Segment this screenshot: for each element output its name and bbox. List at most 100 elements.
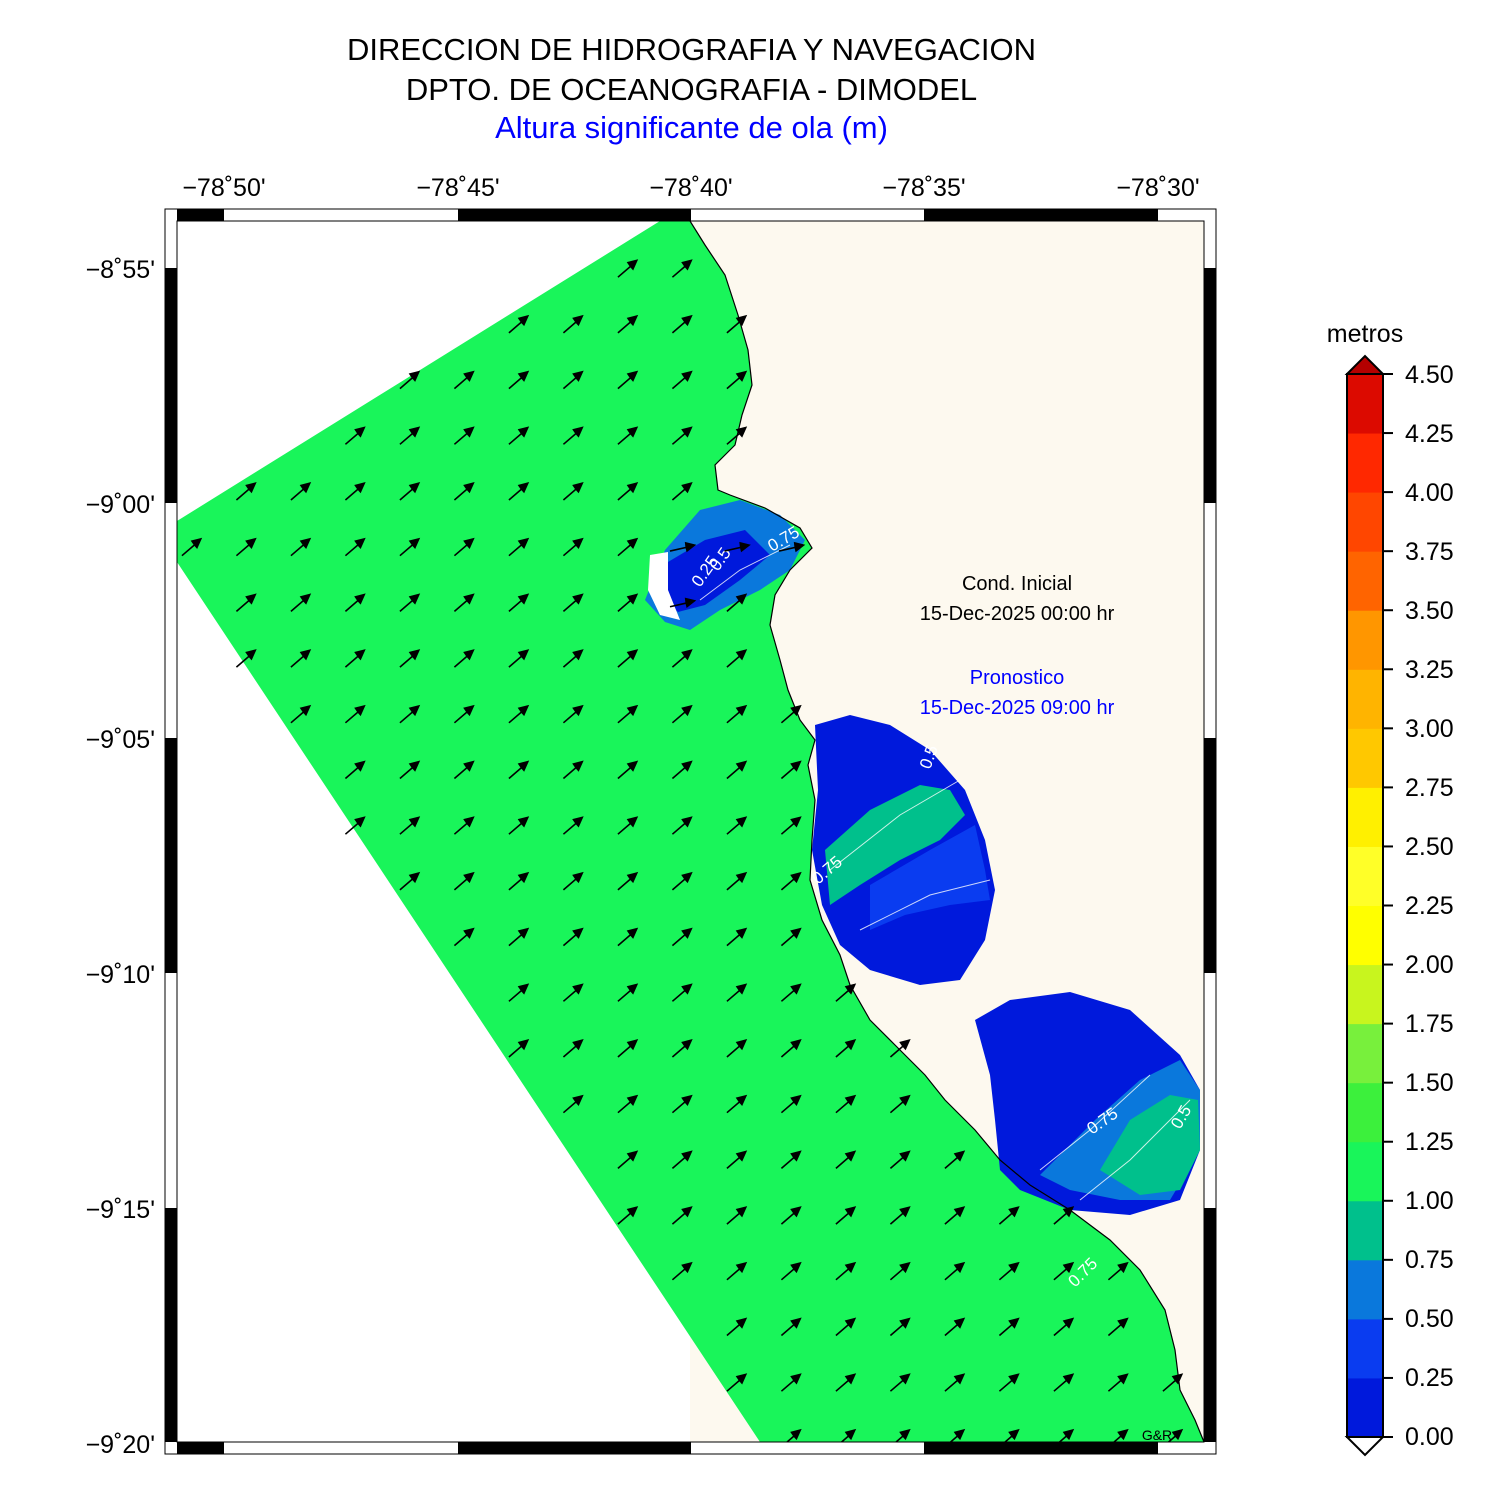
wave-arrow bbox=[726, 1094, 748, 1114]
colorbar-band bbox=[1347, 964, 1383, 1025]
wave-arrow bbox=[671, 482, 693, 501]
colorbar-tick-label: 0.00 bbox=[1405, 1423, 1454, 1451]
colorbar-band bbox=[1347, 433, 1383, 493]
lat-tick-label: −9˚15' bbox=[86, 1196, 155, 1224]
wave-arrow bbox=[726, 927, 748, 947]
wave-arrow bbox=[453, 649, 475, 668]
wave-arrow bbox=[344, 593, 366, 613]
wave-arrow bbox=[617, 649, 639, 668]
wave-arrow bbox=[835, 1094, 857, 1114]
wave-arrow bbox=[617, 537, 639, 557]
wave-arrow bbox=[562, 593, 584, 613]
wave-arrow bbox=[726, 1373, 748, 1392]
wave-arrow bbox=[290, 593, 312, 613]
wave-arrow bbox=[726, 649, 748, 668]
wave-arrow bbox=[617, 1206, 639, 1225]
wave-arrow bbox=[508, 760, 530, 780]
wave-arrow bbox=[399, 593, 421, 613]
wave-arrow bbox=[724, 541, 751, 553]
wave-arrow bbox=[1162, 1373, 1184, 1392]
wave-arrow bbox=[780, 1094, 802, 1114]
wave-arrow bbox=[344, 704, 366, 724]
wave-arrow bbox=[399, 760, 421, 780]
wave-arrow bbox=[508, 426, 530, 445]
colorbar-tick-label: 1.50 bbox=[1405, 1069, 1454, 1097]
wave-arrow bbox=[290, 649, 312, 668]
wave-arrow bbox=[399, 704, 421, 724]
frame-bar-left bbox=[165, 738, 177, 973]
wave-arrow bbox=[889, 1094, 911, 1114]
colorbar-bands bbox=[1347, 374, 1383, 1438]
lon-tick-label: −78˚45' bbox=[416, 174, 499, 202]
wave-arrow bbox=[671, 1206, 693, 1225]
wave-arrow bbox=[1053, 1206, 1075, 1225]
colorbar-band bbox=[1347, 492, 1383, 552]
wave-arrow bbox=[617, 314, 639, 334]
title-line-2: DPTO. DE OCEANOGRAFIA - DIMODEL bbox=[405, 72, 978, 107]
colorbar-band bbox=[1347, 1023, 1383, 1084]
colorbar-tick-label: 2.00 bbox=[1405, 951, 1454, 979]
colorbar-band bbox=[1347, 551, 1383, 611]
wave-arrow bbox=[889, 1428, 911, 1442]
map-area: 0.5 0.75 0.25 0.5 0.75 0.75 0.5 0.75 bbox=[177, 221, 1204, 1442]
wave-arrow bbox=[671, 649, 693, 668]
colorbar-tick-label: 4.50 bbox=[1405, 361, 1454, 389]
wave-arrow bbox=[835, 1150, 857, 1170]
wave-arrow bbox=[889, 1039, 911, 1058]
wave-arrow bbox=[944, 1261, 966, 1281]
colorbar-unit: metros bbox=[1327, 320, 1403, 348]
wave-arrow bbox=[998, 1206, 1020, 1225]
wave-arrow bbox=[726, 983, 748, 1002]
map-frame bbox=[164, 208, 1217, 1455]
wave-arrow bbox=[181, 537, 203, 557]
map-variable-title: Altura significante de ola (m) bbox=[495, 110, 888, 145]
colorbar-band bbox=[1347, 1200, 1383, 1261]
wave-arrow bbox=[562, 1094, 584, 1114]
wave-arrow bbox=[562, 927, 584, 947]
wave-arrow bbox=[453, 927, 475, 947]
wave-arrow bbox=[944, 1428, 966, 1442]
colorbar-band bbox=[1347, 1377, 1383, 1438]
wave-arrow bbox=[726, 1317, 748, 1337]
wave-arrow bbox=[780, 871, 802, 891]
wave-arrow bbox=[453, 370, 475, 390]
wave-arrow bbox=[617, 1039, 639, 1058]
wave-arrow bbox=[508, 704, 530, 724]
wave-arrow bbox=[1053, 1373, 1075, 1392]
wave-arrow bbox=[780, 1039, 802, 1058]
frame-bar-top bbox=[458, 209, 691, 221]
bay-south-075 bbox=[1100, 1095, 1200, 1195]
wave-arrow bbox=[508, 370, 530, 390]
wave-arrow bbox=[726, 704, 748, 724]
wave-arrow bbox=[453, 426, 475, 445]
wave-arrow bbox=[290, 537, 312, 557]
colorbar-band bbox=[1347, 1259, 1383, 1320]
colorbar-tick-label: 0.25 bbox=[1405, 1364, 1454, 1392]
wave-arrow bbox=[344, 426, 366, 445]
frame-bar-bottom bbox=[177, 1442, 224, 1454]
wave-arrow bbox=[453, 816, 475, 835]
frame-bar-right bbox=[1204, 268, 1216, 503]
initial-condition-label: Cond. Inicial bbox=[962, 573, 1072, 595]
wave-arrow bbox=[562, 871, 584, 891]
wave-arrow bbox=[889, 1261, 911, 1281]
frame-bar-right bbox=[1204, 738, 1216, 973]
wave-arrow bbox=[835, 1373, 857, 1392]
wave-arrow bbox=[617, 983, 639, 1002]
wave-arrow bbox=[726, 593, 748, 613]
wave-arrow bbox=[726, 426, 748, 445]
wave-arrow bbox=[726, 314, 748, 334]
wave-arrow bbox=[508, 314, 530, 334]
wave-arrow bbox=[508, 927, 530, 947]
wave-arrow bbox=[617, 370, 639, 390]
wave-arrow bbox=[290, 704, 312, 724]
wave-arrow bbox=[508, 649, 530, 668]
wave-arrow bbox=[726, 370, 748, 390]
colorbar-tick-label: 1.25 bbox=[1405, 1128, 1454, 1156]
wave-arrow bbox=[726, 1039, 748, 1058]
wave-arrow bbox=[508, 983, 530, 1002]
forecast-label: Pronostico bbox=[970, 667, 1065, 689]
wave-arrow bbox=[617, 871, 639, 891]
colorbar-tick-label: 2.25 bbox=[1405, 892, 1454, 920]
wave-arrow bbox=[399, 370, 421, 390]
